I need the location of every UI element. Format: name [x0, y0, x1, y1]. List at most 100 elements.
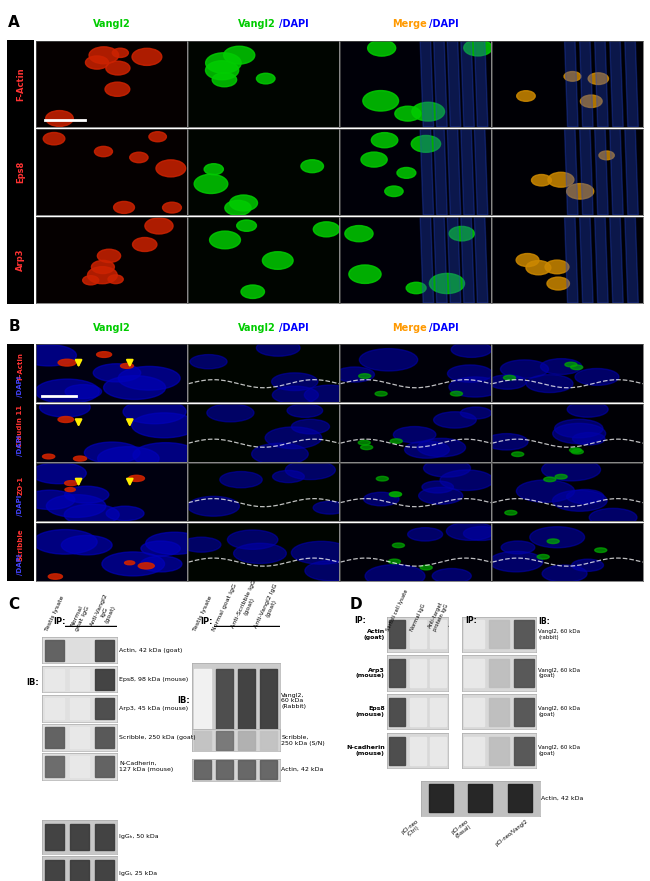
Circle shape — [358, 440, 370, 445]
Circle shape — [93, 364, 140, 382]
Text: Anti-Vangl2
IgG
(goat): Anti-Vangl2 IgG (goat) — [90, 592, 120, 632]
Circle shape — [205, 53, 241, 73]
Text: N-Cadherin,
127 kDa (mouse): N-Cadherin, 127 kDa (mouse) — [119, 761, 173, 772]
Bar — [216, 730, 233, 751]
Circle shape — [205, 61, 239, 80]
Circle shape — [287, 403, 322, 418]
Circle shape — [125, 561, 135, 565]
Circle shape — [393, 426, 436, 443]
Circle shape — [434, 411, 476, 428]
Bar — [489, 620, 508, 648]
Circle shape — [385, 186, 403, 196]
Bar — [430, 659, 447, 687]
Circle shape — [130, 152, 148, 163]
Text: N-cadherin
(mouse): N-cadherin (mouse) — [346, 745, 385, 756]
Bar — [238, 730, 255, 751]
Polygon shape — [610, 217, 623, 303]
Bar — [216, 759, 233, 780]
Circle shape — [552, 424, 606, 444]
Circle shape — [432, 568, 471, 583]
Text: /DAPI: /DAPI — [18, 554, 23, 575]
Bar — [45, 756, 64, 777]
Circle shape — [451, 342, 491, 358]
Bar — [95, 640, 114, 661]
Bar — [410, 698, 426, 726]
Circle shape — [349, 265, 381, 284]
Circle shape — [516, 254, 539, 267]
Text: Normal IgG: Normal IgG — [409, 603, 426, 632]
Circle shape — [545, 260, 569, 274]
Circle shape — [140, 556, 182, 572]
Circle shape — [209, 231, 240, 248]
Polygon shape — [434, 41, 447, 127]
Text: /DAPI: /DAPI — [428, 19, 458, 29]
Circle shape — [449, 226, 474, 241]
Bar — [95, 756, 114, 777]
Circle shape — [194, 174, 228, 194]
Circle shape — [138, 563, 154, 569]
Bar — [45, 824, 64, 850]
Bar — [468, 784, 492, 812]
Text: Eps8
(mouse): Eps8 (mouse) — [356, 707, 385, 717]
Polygon shape — [595, 41, 608, 127]
Circle shape — [103, 375, 166, 399]
Text: IB:: IB: — [26, 678, 39, 687]
Circle shape — [567, 490, 604, 504]
Text: Vangl2, 60 kDa
(goat): Vangl2, 60 kDa (goat) — [538, 668, 580, 678]
Circle shape — [132, 413, 197, 438]
Polygon shape — [420, 41, 434, 127]
Circle shape — [463, 40, 492, 56]
Circle shape — [35, 379, 99, 403]
Circle shape — [291, 541, 351, 564]
Circle shape — [156, 159, 186, 177]
Text: Merge: Merge — [392, 19, 426, 29]
Circle shape — [263, 252, 293, 270]
Circle shape — [599, 151, 614, 159]
Circle shape — [84, 442, 140, 463]
Circle shape — [389, 492, 402, 497]
Circle shape — [272, 386, 318, 403]
Circle shape — [40, 397, 90, 417]
Text: Normal goat IgG: Normal goat IgG — [211, 582, 238, 632]
Circle shape — [365, 565, 425, 588]
Circle shape — [567, 402, 608, 418]
Circle shape — [397, 167, 416, 178]
Bar — [430, 620, 447, 648]
Circle shape — [141, 541, 180, 556]
Circle shape — [537, 554, 549, 559]
Polygon shape — [564, 41, 578, 127]
Text: Actin, 42 kDa (goat): Actin, 42 kDa (goat) — [119, 648, 182, 653]
Circle shape — [65, 385, 101, 398]
Bar — [95, 669, 114, 690]
Circle shape — [207, 403, 254, 422]
Polygon shape — [580, 129, 593, 215]
Circle shape — [129, 475, 144, 481]
Bar — [464, 737, 484, 765]
Circle shape — [447, 365, 493, 382]
Circle shape — [188, 496, 239, 516]
Circle shape — [419, 487, 463, 504]
Bar — [464, 698, 484, 726]
Circle shape — [575, 368, 619, 385]
Bar — [70, 756, 89, 777]
Bar — [70, 860, 89, 881]
Text: pCI-neo
(Ctrl): pCI-neo (Ctrl) — [400, 818, 423, 840]
Circle shape — [420, 566, 432, 570]
Text: /DAPI: /DAPI — [18, 376, 23, 397]
Circle shape — [547, 278, 569, 290]
Circle shape — [554, 419, 603, 438]
Bar — [514, 737, 534, 765]
Circle shape — [371, 132, 398, 148]
Circle shape — [463, 527, 500, 540]
Circle shape — [220, 471, 262, 488]
Text: Vangl2,
60 kDa
(Rabbit): Vangl2, 60 kDa (Rabbit) — [281, 692, 306, 709]
Text: Vangl2, 60 kDa
(goat): Vangl2, 60 kDa (goat) — [538, 707, 580, 717]
Text: IgGₕ, 50 kDa: IgGₕ, 50 kDa — [119, 834, 159, 840]
Circle shape — [224, 46, 255, 64]
Polygon shape — [595, 129, 608, 215]
Text: Vangl2: Vangl2 — [93, 19, 131, 29]
Bar — [430, 737, 447, 765]
Circle shape — [114, 202, 135, 213]
Text: Scribble: Scribble — [18, 529, 23, 561]
Text: Eps8: Eps8 — [16, 160, 25, 183]
